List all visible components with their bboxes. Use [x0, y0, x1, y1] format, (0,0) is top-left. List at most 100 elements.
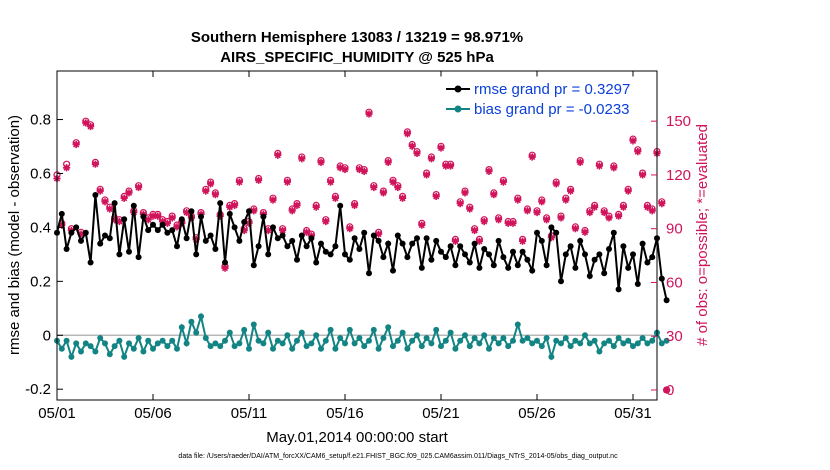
bias-point	[87, 343, 94, 350]
obs-evaluated-point	[639, 171, 647, 179]
bias-point	[418, 343, 425, 350]
rmse-point	[265, 251, 272, 258]
y-left-tick-label: 0.2	[30, 273, 51, 290]
obs-evaluated-point	[600, 208, 608, 217]
rmse-point	[418, 264, 425, 271]
bias-point	[63, 337, 70, 344]
rmse-point	[567, 243, 574, 250]
rmse-point	[356, 246, 363, 252]
bias-point	[274, 337, 281, 344]
rmse-point	[274, 235, 281, 242]
rmse-point	[538, 237, 545, 244]
rmse-point	[649, 254, 656, 261]
rmse-point	[610, 229, 617, 236]
obs-evaluated-point	[111, 216, 119, 224]
rmse-point	[294, 256, 300, 263]
rmse-point	[634, 281, 641, 287]
rmse-point	[140, 213, 147, 220]
obs-evaluated-point	[624, 187, 632, 195]
obs-evaluated-point	[250, 207, 258, 215]
bias-point	[630, 343, 636, 350]
obs-evaluated-point	[413, 149, 421, 158]
rmse-point	[159, 221, 166, 228]
bias-point	[246, 345, 252, 352]
obs-evaluated-point	[610, 164, 618, 172]
rmse-point	[255, 243, 262, 250]
rmse-point	[572, 264, 579, 271]
rmse-point	[212, 246, 219, 252]
rmse-point	[231, 224, 238, 231]
bias-point	[390, 343, 396, 350]
rmse-point	[174, 243, 180, 250]
bias-point	[202, 335, 209, 341]
bias-point	[538, 343, 545, 350]
rmse-point	[183, 235, 190, 242]
bias-point	[543, 335, 550, 341]
obs-evaluated-point	[663, 386, 671, 394]
bias-point	[212, 340, 219, 347]
obs-evaluated-point	[87, 122, 95, 131]
rmse-point	[423, 235, 430, 242]
y-right-tick-label: 150	[666, 113, 691, 130]
obs-evaluated-point	[658, 200, 666, 208]
bias-point	[529, 340, 536, 347]
bias-point	[495, 340, 502, 347]
bias-point	[577, 340, 584, 347]
obs-evaluated-point	[519, 237, 527, 245]
rmse-point	[452, 262, 459, 269]
bias-point	[255, 337, 262, 344]
y-left-tick-label: 0.6	[30, 165, 51, 182]
obs-evaluated-point	[437, 144, 445, 152]
bias-point	[241, 326, 248, 333]
bias-point	[92, 348, 99, 355]
rmse-point	[534, 229, 540, 236]
obs-evaluated-point	[471, 226, 479, 235]
bias-point	[308, 340, 315, 347]
obs-evaluated-point	[283, 178, 291, 186]
bias-point	[591, 337, 598, 344]
obs-evaluated-point	[298, 155, 306, 163]
bias-point	[236, 340, 243, 347]
bias-point	[601, 340, 608, 347]
rmse-point	[207, 232, 214, 239]
rmse-point	[121, 216, 128, 223]
rmse-point	[222, 259, 228, 266]
rmse-point	[226, 210, 233, 217]
bias-point	[505, 343, 512, 350]
obs-evaluated-point	[255, 176, 263, 184]
rmse-point	[390, 267, 396, 274]
bias-point	[116, 337, 123, 344]
legend-marker-bias	[454, 105, 462, 113]
rmse-point	[481, 246, 488, 252]
obs-evaluated-point	[115, 217, 123, 226]
rmse-point	[58, 210, 65, 217]
obs-evaluated-point	[591, 203, 599, 211]
obs-evaluated-point	[581, 228, 589, 236]
rmse-point	[246, 208, 252, 215]
obs-evaluated-point	[120, 194, 128, 202]
rmse-point	[260, 213, 267, 220]
bias-point	[135, 335, 142, 341]
bias-point	[490, 335, 497, 341]
bias-point	[404, 345, 411, 352]
rmse-point	[236, 237, 243, 244]
obs-evaluated-point	[576, 158, 584, 166]
x-tick-label: 05/11	[231, 405, 267, 422]
bias-point	[572, 337, 579, 344]
bias-point	[284, 332, 291, 339]
rmse-point	[543, 262, 550, 269]
rmse-point	[116, 251, 123, 258]
rmse-point	[337, 202, 344, 209]
rmse-point	[313, 259, 320, 266]
obs-evaluated-point	[619, 203, 627, 211]
bias-point	[385, 324, 392, 331]
rmse-point	[524, 256, 531, 263]
obs-evaluated-point	[106, 205, 114, 213]
rmse-point	[490, 262, 497, 269]
obs-evaluated-point	[533, 208, 541, 217]
bias-point	[332, 345, 339, 352]
rmse-point	[399, 240, 406, 247]
rmse-point	[308, 235, 315, 242]
bias-point	[78, 348, 84, 355]
bias-point	[625, 337, 632, 344]
